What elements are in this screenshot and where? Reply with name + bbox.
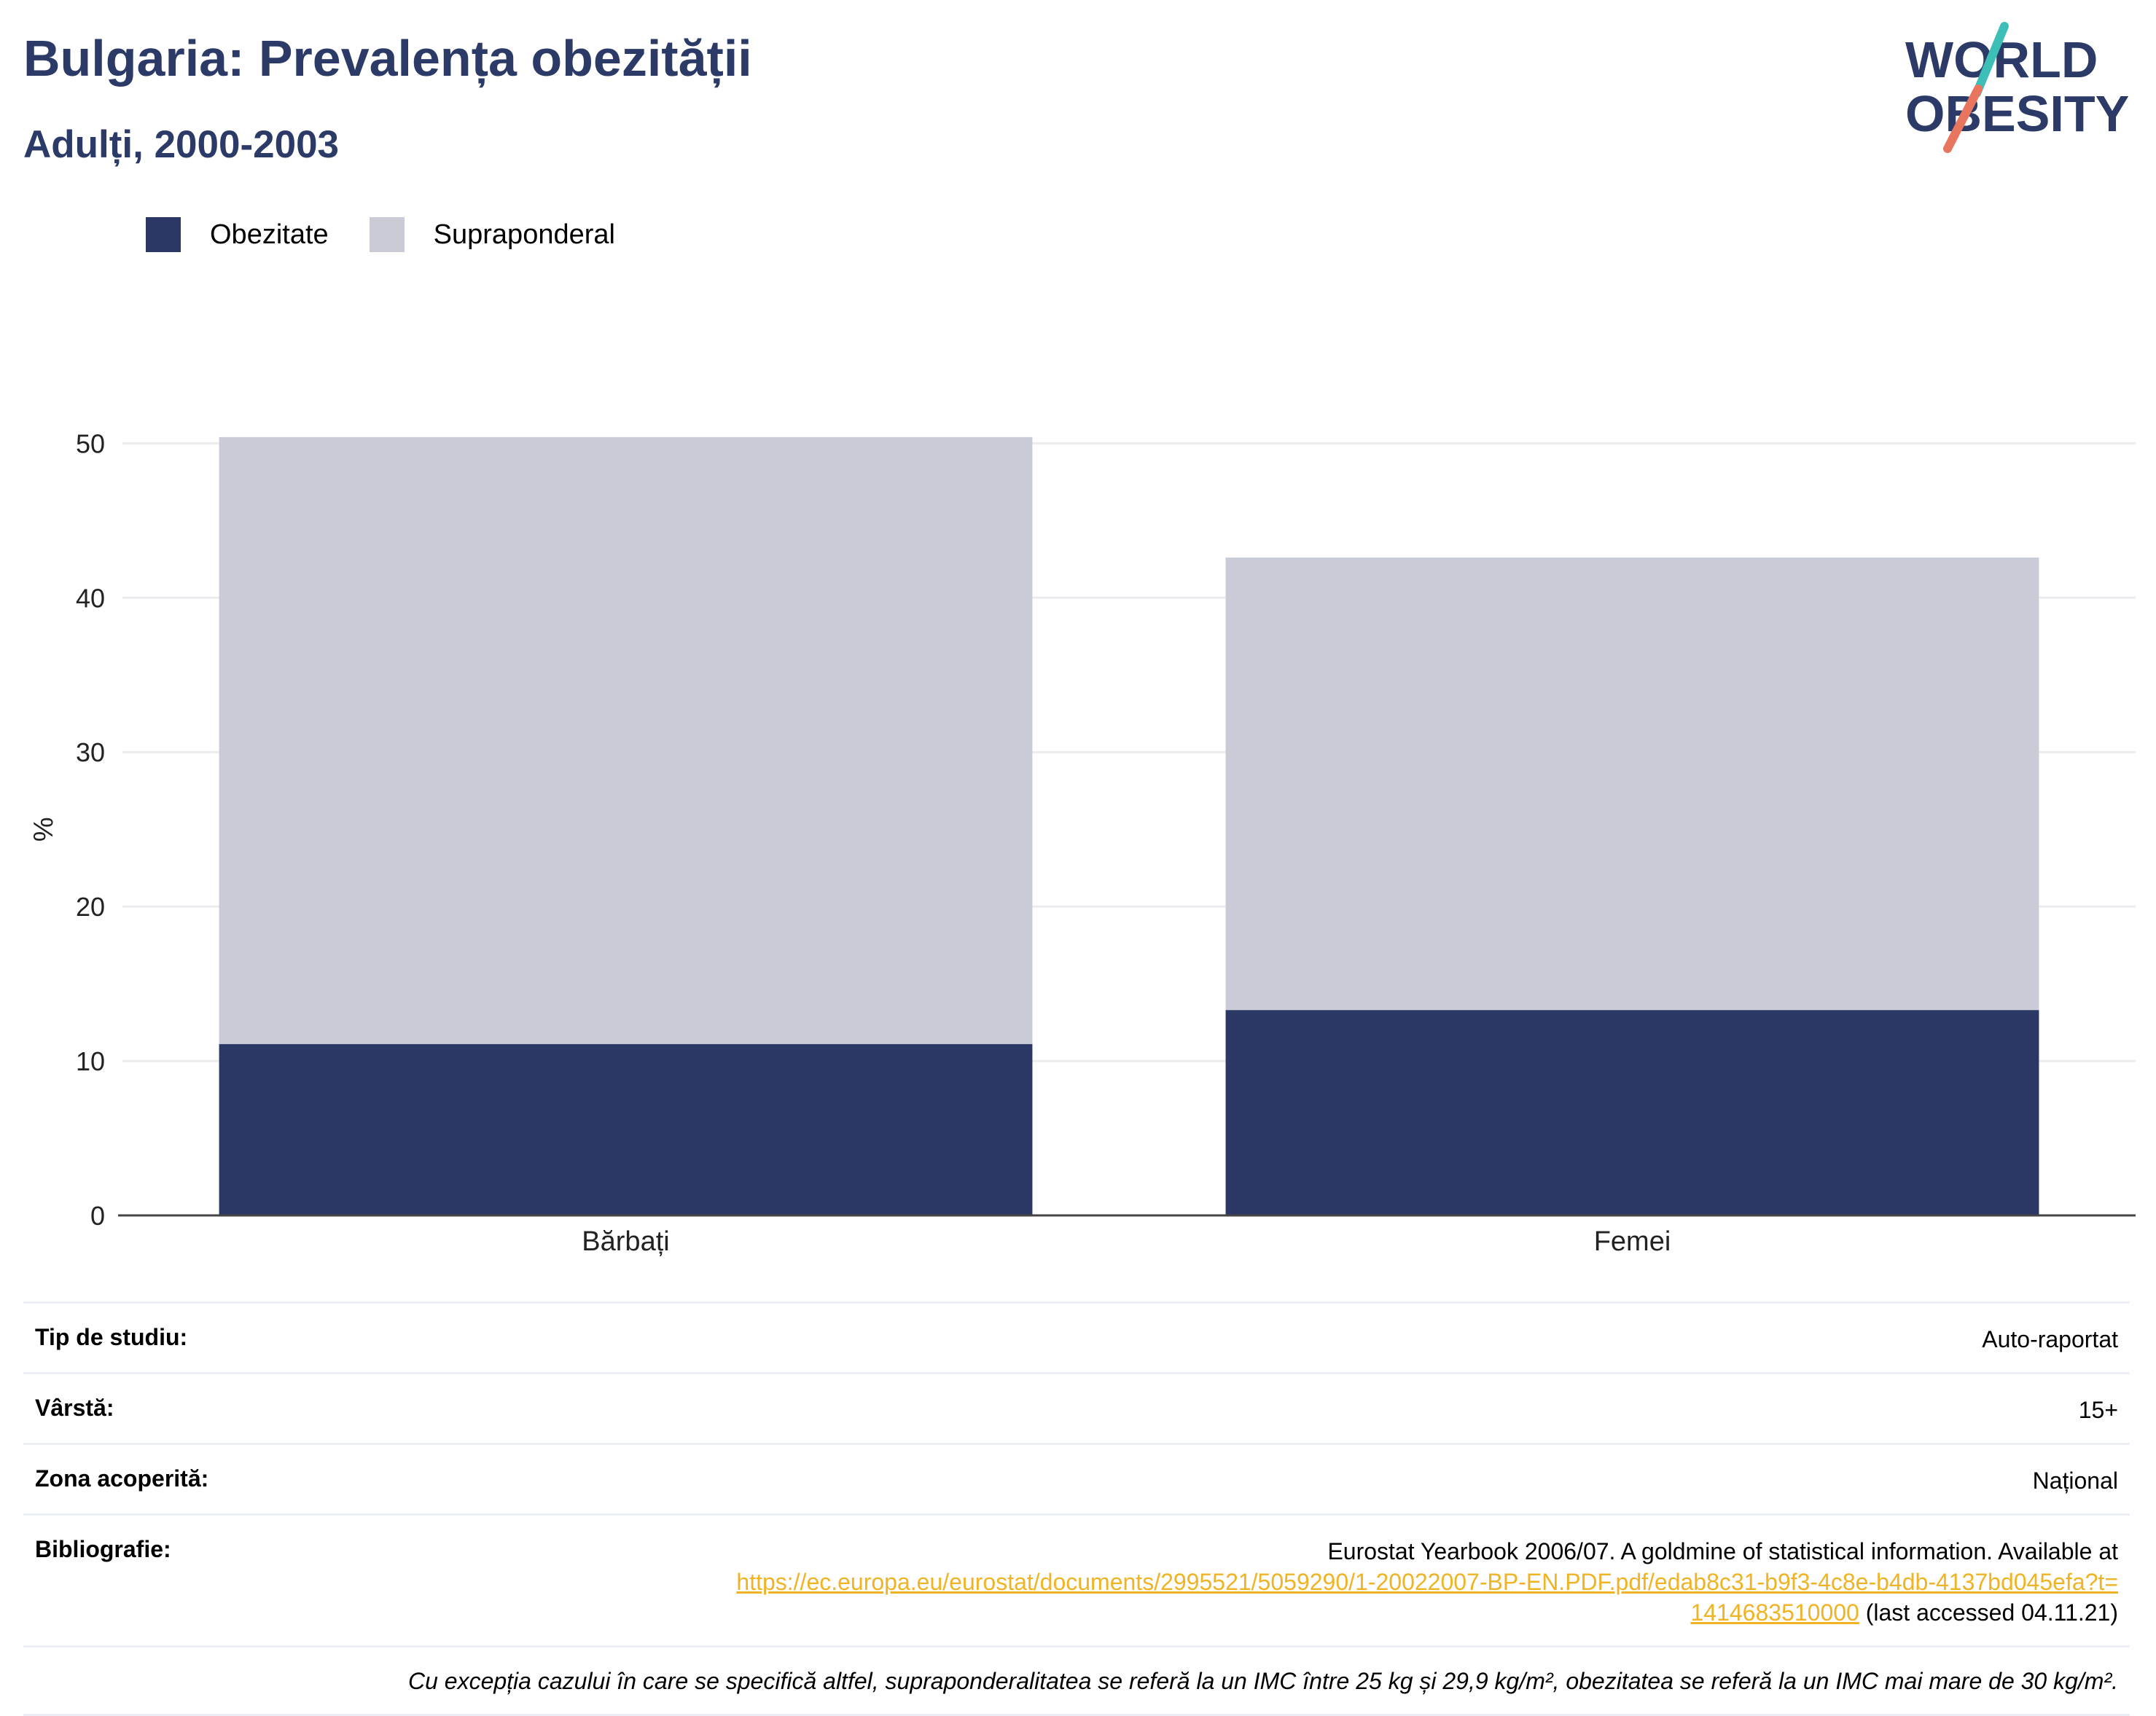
y-axis-label: % [28,817,59,842]
x-tick-label: Femei [1594,1226,1671,1257]
info-row-age: Vârstă: 15+ [23,1372,2130,1443]
legend-label-overweight: Supraponderal [433,219,615,250]
x-tick-label: Bărbați [582,1226,669,1257]
world-obesity-logo: WORLD OBESITY [1905,22,2129,153]
legend-swatch-overweight [369,217,405,252]
bar-chart: 0 10 20 30 40 50% Bărbați Femei [28,428,2136,1257]
info-value: Național [2032,1468,2118,1494]
y-tick-label: 40 [76,583,105,613]
info-label: Bibliografie: [35,1536,171,1562]
y-tick-label: 0 [90,1201,105,1231]
bar-overweight [219,436,1033,1044]
info-label: Tip de studiu: [35,1324,188,1350]
info-row-bibliography: Bibliografie: Eurostat Yearbook 2006/07.… [23,1513,2130,1645]
logo-word-obesity: OBESITY [1905,85,2129,142]
info-value: 15+ [2078,1397,2118,1423]
logo-slash-teal [1972,22,2009,98]
bar-obesity [1225,1010,2039,1215]
legend-label-obesity: Obezitate [210,219,329,250]
info-row-coverage: Zona acoperită: Național [23,1443,2130,1513]
y-tick-label: 30 [76,737,105,767]
chart-title: Bulgaria: Prevalența obezității [23,30,752,87]
legend-swatch-obesity [146,217,181,252]
legend-item-overweight[interactable]: Supraponderal [369,217,615,252]
y-tick-label: 50 [76,428,105,458]
info-label: Zona acoperită: [35,1465,209,1492]
bar-overweight [1225,557,2039,1011]
logo-slash-coral [1943,85,1983,153]
info-label: Vârstă: [35,1395,114,1421]
bibliography-text: Eurostat Yearbook 2006/07. A goldmine of… [1327,1538,2118,1564]
chart-legend: Obezitate Supraponderal [146,216,656,254]
y-tick-label: 10 [76,1046,105,1076]
bar-obesity [219,1043,1033,1215]
info-value: Auto-raportat [1982,1326,2118,1352]
bibliography-value: Eurostat Yearbook 2006/07. A goldmine of… [733,1536,2118,1628]
study-info-table: Tip de studiu: Auto-raportat Vârstă: 15+… [23,1301,2130,1716]
y-tick-label: 20 [76,892,105,922]
definition-note: Cu excepția cazului în care se specifică… [23,1645,2130,1716]
bibliography-link[interactable]: https://ec.europa.eu/eurostat/documents/… [736,1569,2118,1626]
chart-subtitle: Adulți, 2000-2003 [23,123,340,166]
info-row-study-type: Tip de studiu: Auto-raportat [23,1301,2130,1372]
bibliography-accessed: (last accessed 04.11.21) [1865,1599,2118,1626]
legend-item-obesity[interactable]: Obezitate [146,217,329,252]
